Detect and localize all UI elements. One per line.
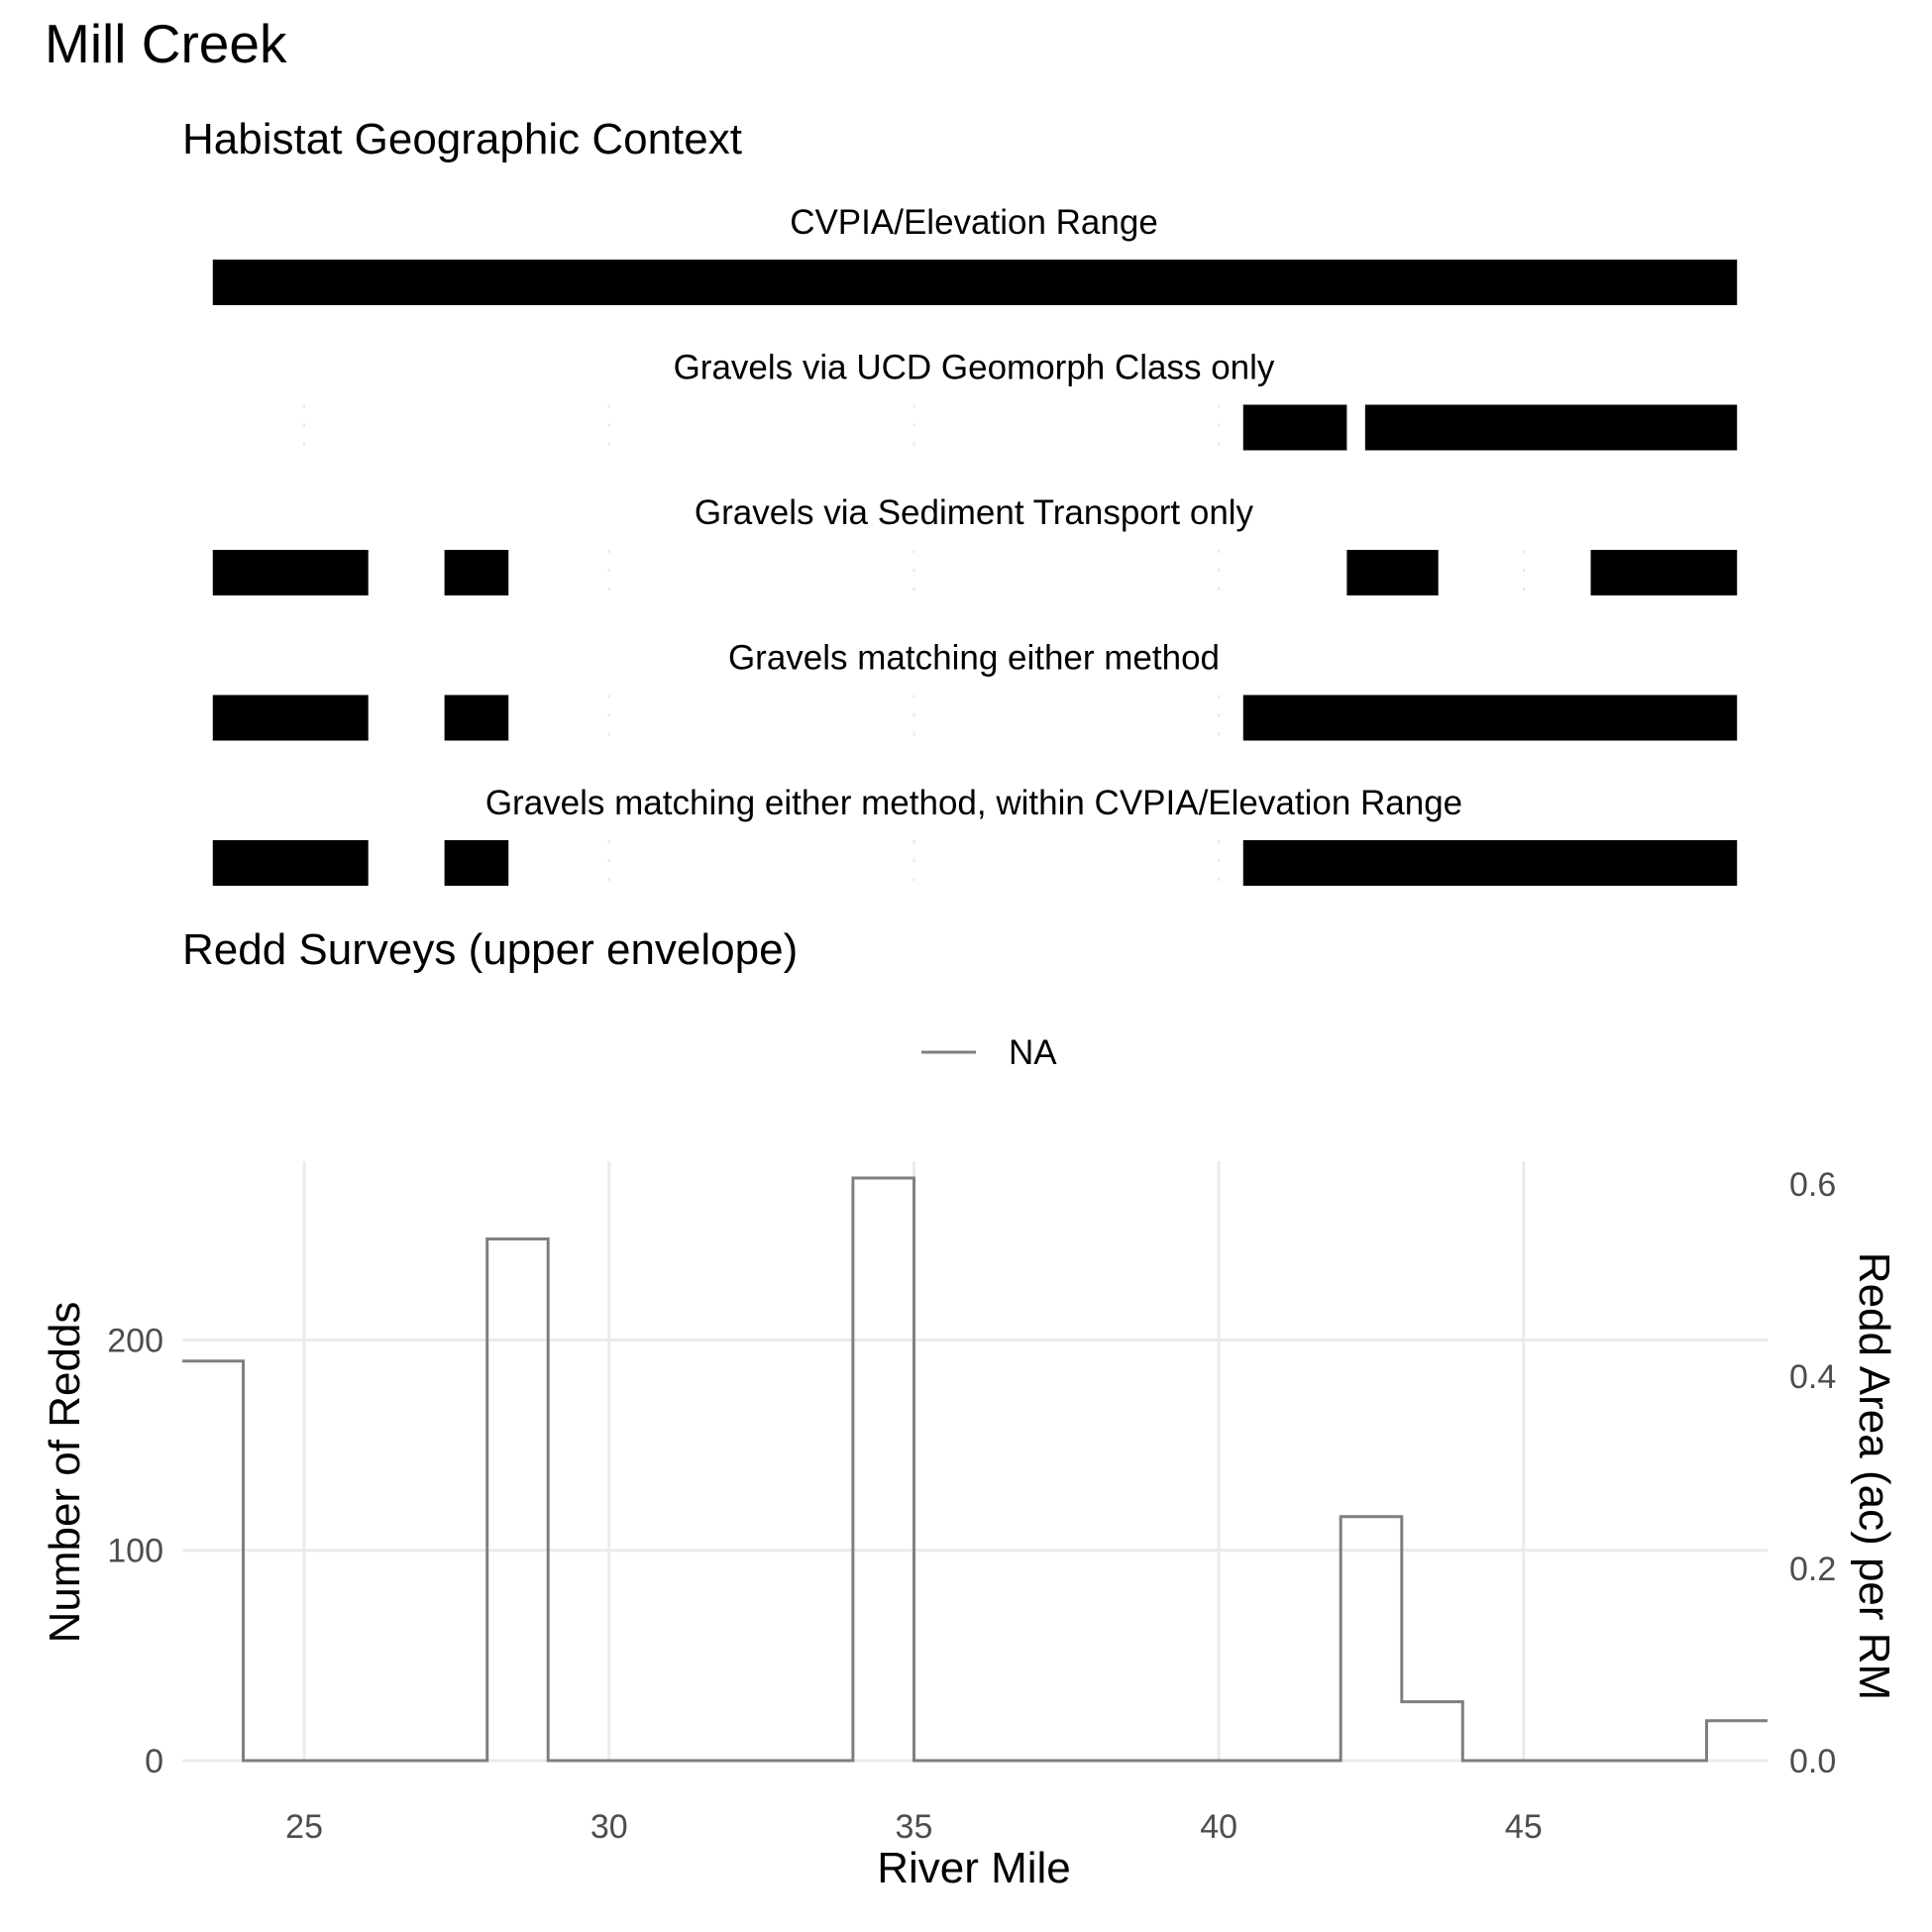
habitat-segment-bar xyxy=(444,550,509,595)
x-tick-label: 45 xyxy=(1505,1808,1543,1846)
habitat-context-panel: CVPIA/Elevation Range Gravels via UCD Geo… xyxy=(212,203,1738,886)
redd-count-line xyxy=(182,1176,1768,1763)
y-tick-label: 0 xyxy=(145,1743,163,1780)
redd-survey-panel: 25 30 35 40 45 0 100 200 0.0 0.2 0.4 0.6 xyxy=(107,1161,1836,1846)
facet-label: Gravels via UCD Geomorph Class only xyxy=(674,349,1275,387)
redd-subtitle: Redd Surveys (upper envelope) xyxy=(182,925,798,974)
habitat-segment-bar xyxy=(212,695,369,741)
y2-axis-title: Redd Area (ac) per RM xyxy=(1850,1252,1898,1700)
x-tick-label: 40 xyxy=(1200,1808,1237,1846)
habitat-segment-bar xyxy=(444,840,509,886)
y-tick-label: 100 xyxy=(107,1533,163,1570)
habitat-segment-bar xyxy=(212,550,369,595)
habitat-segment-bar xyxy=(212,840,369,886)
habitat-segment-bar xyxy=(1242,840,1738,886)
habitat-segment-bar xyxy=(444,695,509,741)
habitat-segment-bar xyxy=(1590,550,1738,595)
y2-tick-label: 0.0 xyxy=(1789,1743,1836,1780)
legend-label: NA xyxy=(1009,1033,1057,1072)
y2-tick-label: 0.4 xyxy=(1789,1358,1836,1396)
x-axis-title: River Mile xyxy=(877,1844,1071,1892)
facet-label: Gravels matching either method xyxy=(728,639,1220,678)
legend: NA xyxy=(921,1033,1057,1072)
facet-label: Gravels via Sediment Transport only xyxy=(695,493,1254,532)
habitat-segment-bar xyxy=(1346,550,1439,595)
figure-title: Mill Creek xyxy=(45,13,287,74)
habitat-segment-bar xyxy=(1364,404,1738,451)
x-tick-label: 25 xyxy=(285,1808,323,1846)
y-axis-title: Number of Redds xyxy=(41,1302,89,1644)
facet-label: CVPIA/Elevation Range xyxy=(790,203,1158,242)
facet-label: Gravels matching either method, within C… xyxy=(485,784,1462,822)
habitat-segment-bar xyxy=(212,260,1738,305)
context-subtitle: Habistat Geographic Context xyxy=(182,115,742,163)
y2-tick-label: 0.2 xyxy=(1789,1551,1836,1588)
habitat-segment-bar xyxy=(1242,695,1738,741)
y2-tick-label: 0.6 xyxy=(1789,1166,1836,1204)
x-tick-label: 35 xyxy=(896,1808,933,1846)
y-tick-label: 200 xyxy=(107,1322,163,1359)
habitat-segment-bar xyxy=(1242,404,1347,451)
x-tick-label: 30 xyxy=(590,1808,628,1846)
